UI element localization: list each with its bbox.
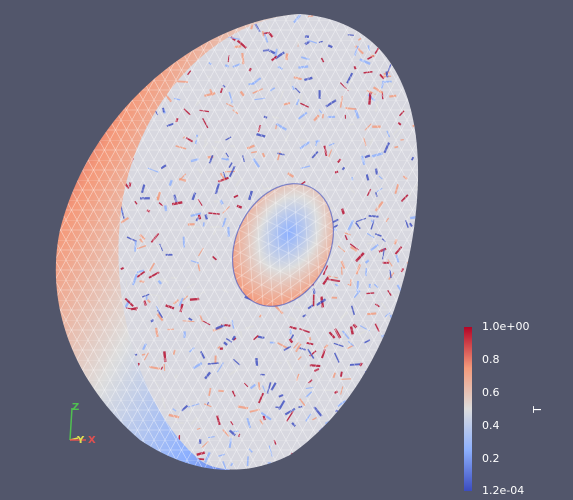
colorbar-title: T xyxy=(530,406,544,413)
orientation-axes-icon xyxy=(69,407,86,441)
colorbar-tick-label: 1.0e+00 xyxy=(482,320,530,333)
colorbar-gradient xyxy=(464,327,472,491)
axis-z-label: Z xyxy=(72,402,80,413)
colorbar-tick-label: 0.8 xyxy=(482,353,500,366)
colorbar-tick-label: 0.4 xyxy=(482,419,500,432)
axis-y-label: Y xyxy=(77,435,85,446)
colorbar-tick-label: 1.2e-04 xyxy=(482,484,525,497)
colorbar-tick-label: 0.6 xyxy=(482,386,500,399)
axis-x-label: X xyxy=(88,435,96,446)
colorbar-tick-label: 0.2 xyxy=(482,452,500,465)
